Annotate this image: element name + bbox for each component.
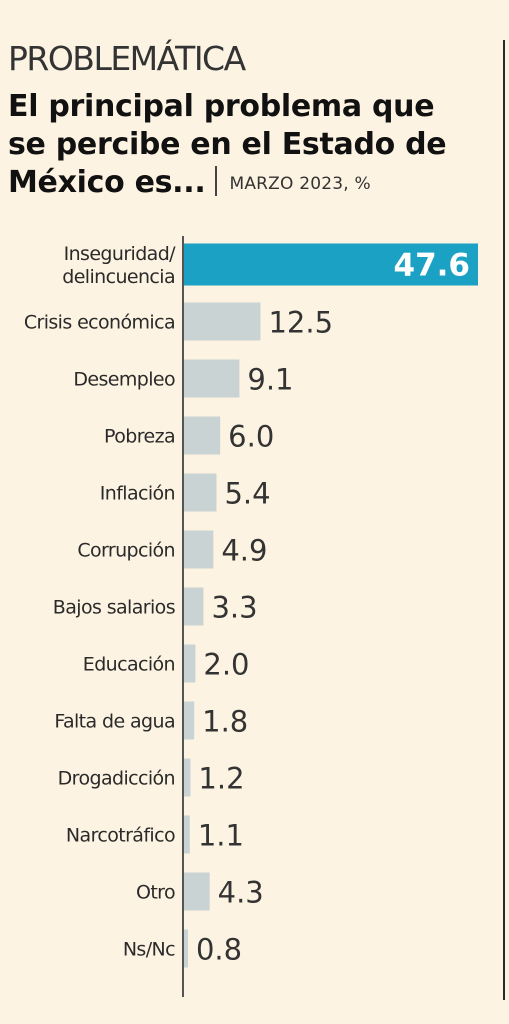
title-divider [215,166,218,196]
value-label: 3.3 [211,591,257,625]
value-label: 6.0 [228,420,274,454]
value-label: 5.4 [224,477,270,511]
headline-line-3-text: México es... [8,165,206,200]
bar [183,929,188,968]
value-label: 0.8 [196,933,242,967]
value-label: 4.9 [221,534,267,568]
headline-line-3: México es... MARZO 2023, % [8,164,498,203]
value-label: 4.3 [218,876,264,910]
category-label: Inseguridad/delincuencia [62,243,176,288]
category-label: Ns/Nc [123,939,175,961]
category-label: Narcotráfico [66,825,175,847]
value-label: 9.1 [247,363,293,397]
value-label: 1.2 [198,762,244,796]
category-label: Falta de agua [54,711,175,733]
bar [183,530,214,569]
category-label: Otro [136,882,175,904]
chart-header: PROBLEMÁTICA El principal problema que s… [8,36,498,203]
category-label: Inflación [100,483,175,505]
category-label: Educación [83,654,175,676]
value-label: 47.6 [394,248,471,284]
category-label: Corrupción [77,540,175,562]
headline-line-2: se percibe en el Estado de [8,127,447,162]
category-label: Drogadicción [58,768,175,790]
value-label: 2.0 [203,648,249,682]
bar [183,243,478,286]
value-label: 1.8 [202,705,248,739]
section-label: PROBLEMÁTICA [8,39,246,78]
bar [183,815,190,854]
bar [183,416,221,455]
bar [183,359,240,398]
bar [183,587,204,626]
category-label: Bajos salarios [53,597,175,619]
bar [183,473,217,512]
category-label: Crisis económica [24,312,175,334]
bar [183,872,210,911]
chart-subtitle: MARZO 2023, % [229,174,371,194]
category-label: Pobreza [104,426,175,448]
bar [183,302,261,341]
bar [183,701,195,740]
bar [183,758,191,797]
page-edge-rule [503,40,505,1000]
value-label: 12.5 [268,306,333,340]
category-label: Desempleo [73,369,175,391]
chart-headline: El principal problema que se percibe en … [8,88,498,203]
headline-line-1: El principal problema que [8,89,435,124]
value-label: 1.1 [198,819,244,853]
bar [183,644,196,683]
